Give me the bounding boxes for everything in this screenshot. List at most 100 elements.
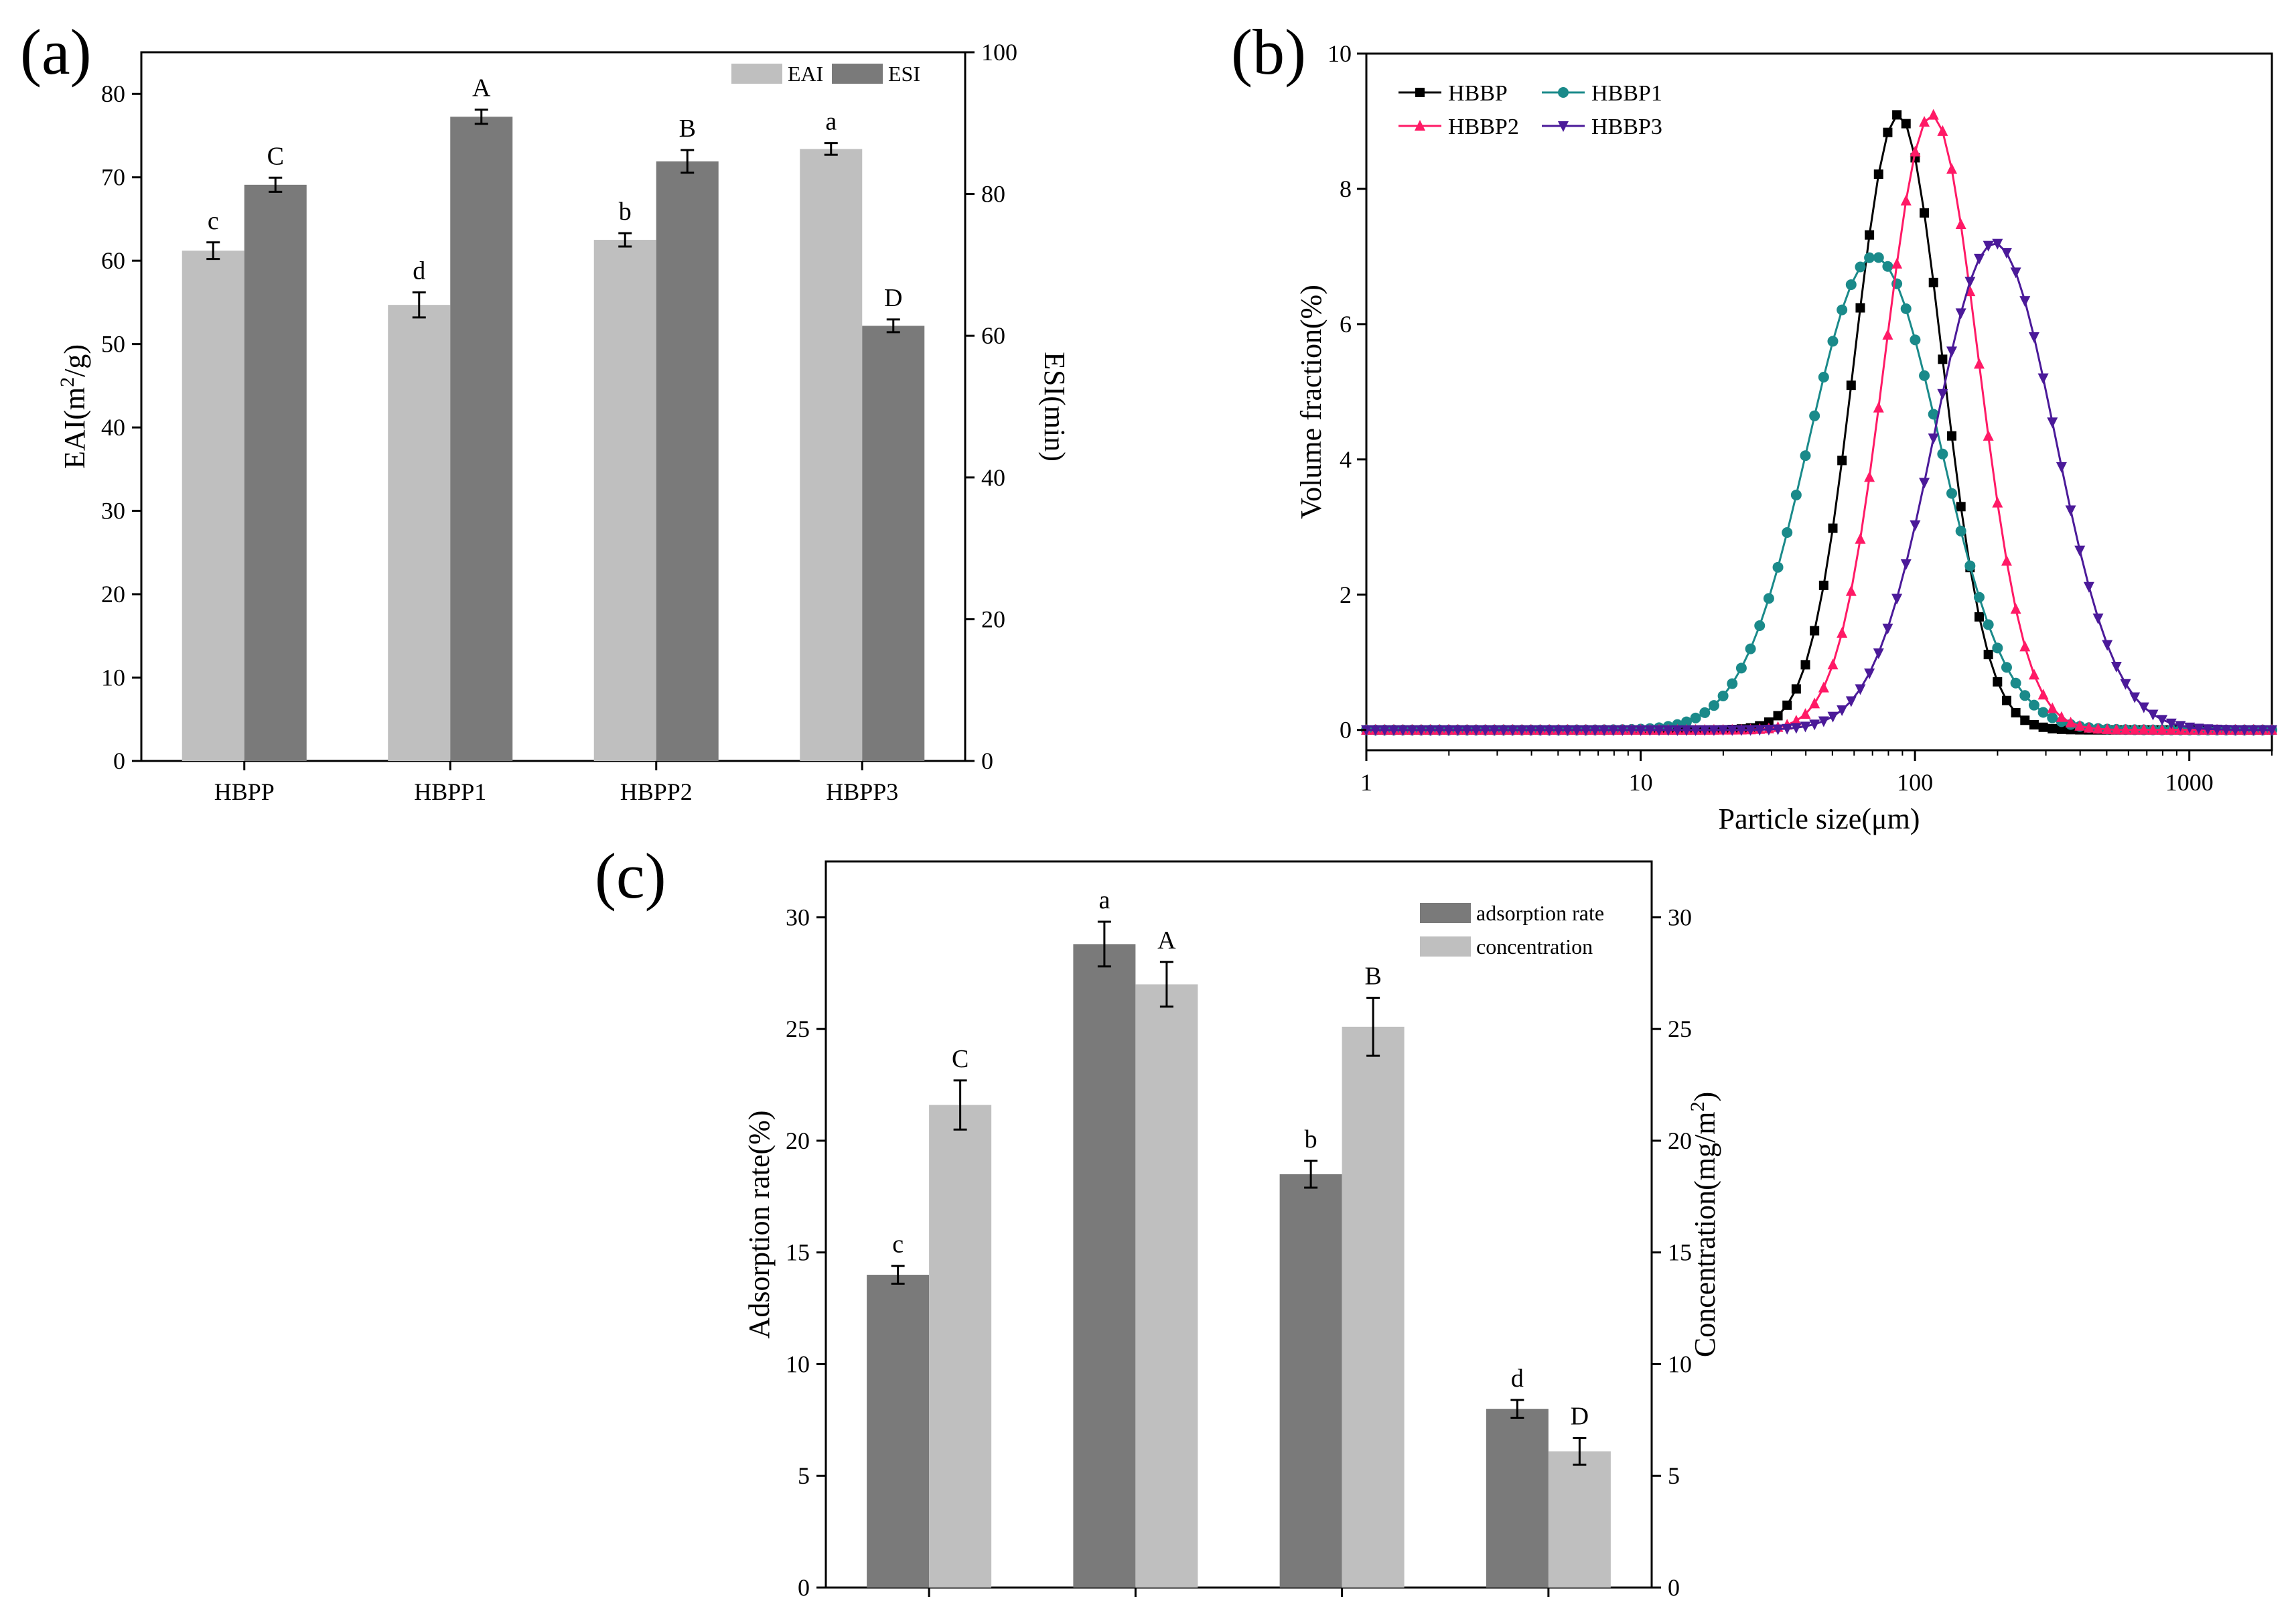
y-tick-label-left: 10 [101,664,125,691]
data-point-hbbp3 [1983,240,1994,252]
panel-b-x-axis: 1 10 100 1000 [1360,750,2273,796]
data-point-hbbp1 [1708,700,1719,711]
data-point-hbbp3 [2056,462,2067,473]
data-point-hbbp1 [1727,678,1738,689]
panel-c-label: (c) [595,840,666,912]
data-point-hbbp2 [1818,681,1829,693]
x-tick-label-hbpp1: HBPP1 [1099,1605,1171,1609]
data-point-hbbp3 [2120,679,2131,690]
data-point-hbbp1 [1717,690,1729,701]
data-point-hbbp [1846,380,1856,391]
significance-letter: C [952,1045,968,1073]
y-tick-label-left: 30 [101,498,125,524]
data-point-hbbp [1983,650,1993,660]
y-tick-label: 2 [1340,581,1352,608]
significance-letter: D [1571,1403,1589,1431]
data-point-hbbp [1764,717,1774,727]
significance-letter: C [267,142,284,170]
panel-a-ylabel-right: ESI(min) [1038,352,1071,462]
data-point-hbbp3 [1654,725,1665,736]
y-tick-label-left: 10 [786,1350,810,1377]
data-point-hbbp3 [2157,715,2168,726]
y-tick-label-left: 40 [101,414,125,441]
significance-letter: A [1157,926,1176,955]
data-point-hbbp [1837,456,1847,466]
legend-label-esi: ESI [888,62,920,86]
data-point-hbbp3 [2019,296,2031,307]
data-point-hbbp3 [1955,308,1966,320]
data-point-hbbp3 [2129,692,2141,703]
data-point-hbbp [2001,695,2011,705]
y-tick-label-left: 0 [798,1574,810,1601]
data-point-hbbp2 [1983,429,1994,441]
data-point-hbbp1 [1690,712,1701,723]
significance-letter: a [825,108,837,136]
data-point-hbbp2 [1919,116,1930,127]
data-point-hbbp3 [2257,725,2269,736]
line-hbbp [1366,113,2272,731]
data-point-hbbp [1993,677,2003,687]
legend-label-hbbp1: HBBP1 [1591,81,1662,106]
data-point-hbbp2 [1864,471,1875,482]
bar-adsorption-rate-hbpp2 [1279,1174,1342,1588]
bar-adsorption-rate-hbpp [867,1275,930,1588]
data-point-hbbp1 [1845,279,1857,290]
data-point-hbbp [1873,169,1883,179]
data-point-hbbp3 [2092,613,2104,624]
x-tick-label-hbpp2: HBPP2 [1306,1605,1378,1609]
data-point-hbbp3 [1708,725,1719,736]
series-hbbp [1362,110,2277,735]
data-point-hbbp3 [1919,478,1930,489]
panel-b-lines [1361,109,2277,736]
bar-esi-hbpp1 [450,117,513,761]
data-point-hbbp2 [1845,585,1857,596]
y-tick-label-left: 20 [786,1127,810,1154]
data-point-hbbp2 [2129,723,2141,735]
data-point-hbbp2 [2083,721,2094,733]
bar-adsorption-rate-hbpp1 [1073,944,1136,1588]
y-tick-label-left: 70 [101,164,125,191]
data-point-hbbp3 [2147,709,2159,721]
y-tick-label-right: 0 [981,748,993,774]
data-point-hbbp3 [2184,722,2196,733]
legend-marker-hbbp [1415,88,1425,97]
data-point-hbbp1 [1955,525,1966,537]
data-point-hbbp2 [1992,496,2003,508]
bar-concentration-hbpp [929,1105,992,1588]
panel-c-plot-frame [824,860,1653,1589]
x-tick-label: 100 [1897,769,1933,796]
legend-swatch-esi [832,64,883,84]
significance-letter: d [413,257,425,285]
legend-label-hbbp3: HBBP3 [1591,115,1662,139]
data-point-hbbp [1865,230,1875,240]
data-point-hbbp1 [1946,488,1958,499]
x-tick-label-hbpp2: HBPP2 [620,778,693,805]
data-point-hbbp1 [1928,409,1939,420]
y-tick-label-left: 30 [786,904,810,930]
y-tick-label-right: 15 [1668,1239,1692,1266]
data-point-hbbp3 [2165,718,2177,729]
data-point-hbbp3 [1772,724,1784,736]
data-point-hbbp [1855,303,1865,313]
data-point-hbbp1 [1763,593,1774,604]
data-point-hbbp2 [2028,669,2039,680]
y-tick-label: 6 [1340,311,1352,338]
y-tick-label-right: 5 [1668,1462,1680,1489]
data-point-hbbp2 [2065,716,2076,727]
data-point-hbbp2 [1955,218,1966,229]
panel-b-xlabel: Particle size(μm) [1719,802,1920,835]
data-point-hbbp [1901,119,1911,129]
data-point-hbbp2 [2056,711,2067,722]
data-point-hbbp2 [1855,533,1866,544]
significance-letter: c [208,207,219,235]
data-point-hbbp3 [2212,724,2223,736]
data-point-hbbp3 [1680,725,1692,736]
data-point-hbbp1 [1937,448,1948,460]
y-tick-label-right: 0 [1668,1574,1680,1601]
legend-marker-hbbp1 [1558,87,1569,98]
data-point-hbbp1 [1827,336,1839,347]
data-point-hbbp3 [1855,684,1866,695]
data-point-hbbp2 [2120,723,2131,735]
data-point-hbbp [1818,580,1828,590]
y-tick-label-right: 60 [981,322,1005,349]
